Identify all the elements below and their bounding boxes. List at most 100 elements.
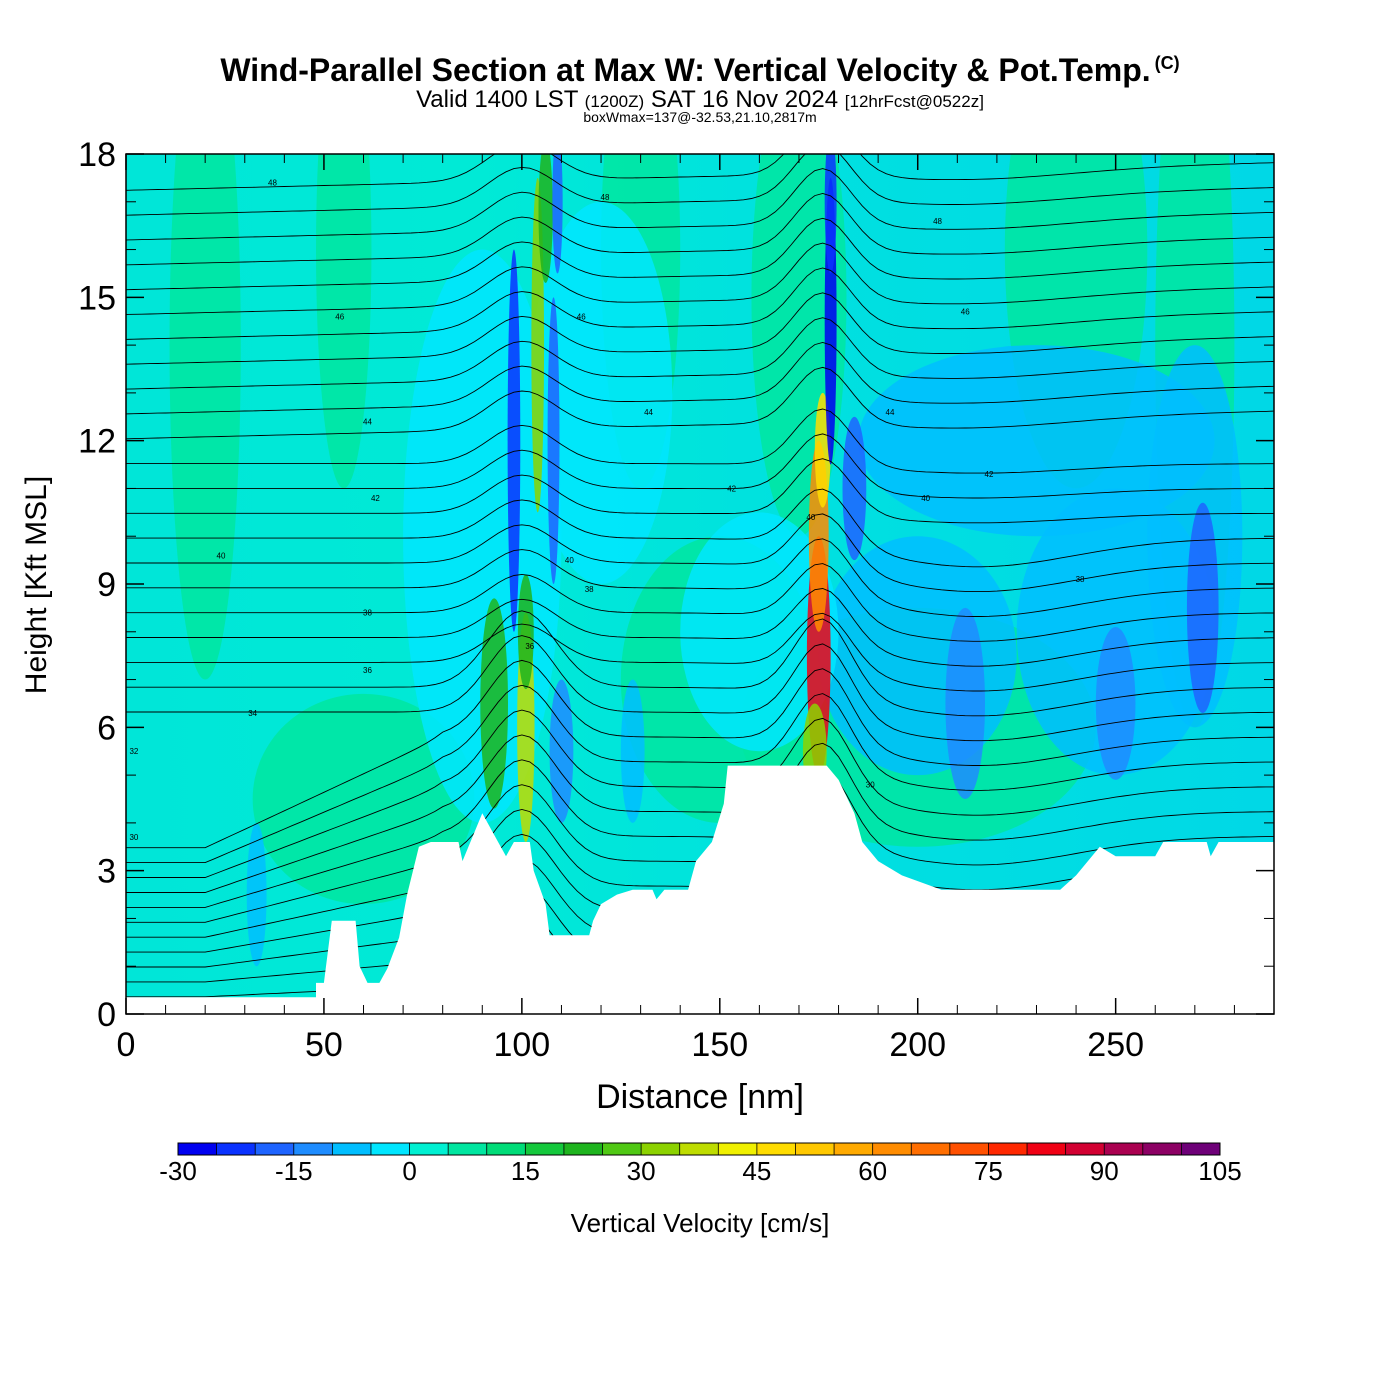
theta-label: 38 [1076, 575, 1085, 584]
colorbar-swatch [641, 1143, 681, 1155]
theta-label: 42 [371, 494, 380, 503]
theta-label: 40 [217, 551, 226, 560]
y-axis-label: Height [Kft MSL] [20, 476, 53, 694]
colorbar-swatch [1065, 1143, 1105, 1155]
theta-contour [126, 513, 1274, 593]
theta-label: 46 [577, 312, 586, 321]
valid-prefix: Valid 1400 LST [416, 86, 578, 113]
colorbar-swatch [1181, 1143, 1221, 1155]
chart-title: Wind-Parallel Section at Max W: Vertical… [0, 52, 1400, 89]
colorbar-swatch [988, 1143, 1028, 1155]
colorbar-tick-label: 75 [974, 1156, 1003, 1186]
theta-label: 40 [921, 494, 930, 503]
theta-contour [126, 168, 1274, 241]
y-tick-label: 3 [97, 853, 116, 891]
colorbar-swatch [293, 1143, 333, 1155]
y-tick-label: 6 [97, 709, 116, 747]
theta-label: 40 [806, 513, 815, 522]
velocity-cell [680, 512, 839, 752]
velocity-cell [842, 416, 867, 561]
x-tick-label: 250 [1087, 1026, 1144, 1064]
colorbar-swatch [795, 1143, 835, 1155]
velocity-cell [1186, 502, 1219, 713]
theta-contour [126, 635, 1274, 742]
theta-contour [126, 612, 1274, 692]
theta-contour [126, 659, 1274, 849]
colorbar-swatch [718, 1143, 758, 1155]
valid-utc: (1200Z) [584, 92, 645, 111]
theta-contour [126, 342, 1274, 415]
velocity-cell [507, 249, 521, 632]
velocity-cell [480, 598, 509, 809]
colorbar-tick-label: -15 [275, 1156, 313, 1186]
y-tick-label: 18 [78, 136, 116, 174]
colorbar-swatch [1142, 1143, 1182, 1155]
colorbar-swatch [332, 1143, 372, 1155]
theta-contour [126, 292, 1274, 365]
y-tick-label: 15 [78, 279, 116, 317]
theta-label: 40 [565, 556, 574, 565]
colorbar-swatch [911, 1143, 951, 1155]
theta-contour [126, 563, 1274, 642]
theta-label: 44 [363, 418, 372, 427]
colorbar-swatch [563, 1143, 604, 1155]
colorbar-swatch [602, 1143, 642, 1155]
forecast-info: [12hrFcst@0522z] [844, 92, 984, 111]
theta-contour [126, 154, 1274, 216]
x-axis-label: Distance [nm] [596, 1078, 804, 1116]
colorbar-swatch [448, 1143, 488, 1155]
theta-label: 48 [601, 193, 610, 202]
colorbar-tick-label: 90 [1090, 1156, 1119, 1186]
theta-contour [126, 458, 1274, 524]
theta-label: 44 [886, 408, 895, 417]
theta-label: 42 [727, 484, 736, 493]
theta-label: 38 [585, 585, 594, 594]
valid-time-line: Valid 1400 LST (1200Z) SAT 16 Nov 2024 [… [0, 86, 1400, 114]
x-tick-label: 50 [305, 1026, 343, 1064]
theta-label: 48 [933, 217, 942, 226]
colorbar-swatch [178, 1143, 218, 1155]
velocity-cell [552, 154, 563, 274]
colorbar-tick-label: 105 [1198, 1156, 1241, 1186]
theta-label: 32 [129, 747, 138, 756]
x-tick-label: 150 [691, 1026, 748, 1064]
x-tick-label: 200 [889, 1026, 946, 1064]
velocity-cell [549, 679, 574, 823]
colorbar-swatch [756, 1143, 796, 1155]
colorbar-swatch [872, 1143, 912, 1155]
x-tick-label: 0 [117, 1026, 136, 1064]
colorbar-tick-label: 45 [742, 1156, 771, 1186]
theta-label: 30 [129, 833, 138, 842]
colorbar-tick-label: 30 [627, 1156, 656, 1186]
theta-label: 30 [866, 781, 875, 790]
velocity-cell [316, 154, 372, 489]
theta-contour [126, 193, 1274, 266]
theta-contour [126, 317, 1274, 390]
theta-contour [126, 709, 1274, 878]
colorbar-swatch [486, 1143, 526, 1155]
theta-contour [126, 488, 1274, 568]
velocity-cell [818, 536, 1017, 776]
colorbar-swatch [525, 1143, 565, 1155]
theta-label: 44 [644, 408, 653, 417]
theta-label: 38 [363, 609, 372, 618]
theta-label: 34 [248, 709, 257, 718]
theta-contour [126, 408, 1274, 474]
copyright-mark: (C) [1154, 53, 1180, 73]
colorbar-swatch [370, 1143, 411, 1155]
y-tick-label: 12 [78, 423, 116, 461]
velocity-cell [547, 297, 560, 584]
velocity-cell [169, 154, 241, 680]
velocity-cell [517, 574, 534, 690]
theta-contour [126, 684, 1274, 864]
theta-contour [126, 267, 1274, 340]
velocity-field [169, 154, 1243, 967]
theta-contour [126, 154, 1274, 191]
velocity-cell [1095, 627, 1136, 780]
colorbar-tick-label: -30 [159, 1156, 197, 1186]
colorbar-swatch [216, 1143, 256, 1155]
colorbar-swatch [409, 1143, 449, 1155]
velocity-cell [824, 154, 837, 274]
